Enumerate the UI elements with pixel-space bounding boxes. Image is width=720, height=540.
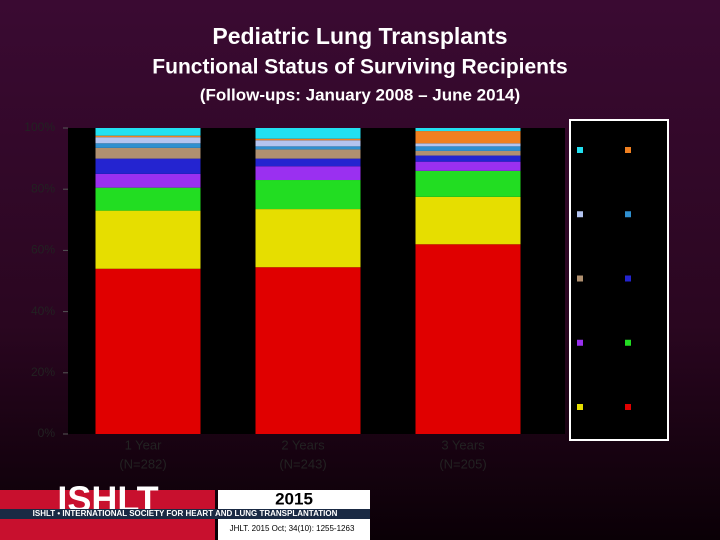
legend-swatch: [625, 339, 631, 346]
society: ISHLT • INTERNATIONAL SOCIETY FOR HEART …: [33, 509, 338, 518]
bar-segment: [415, 196, 521, 245]
x-tick-note: (N=243): [279, 456, 326, 471]
y-tick-label: 100%: [24, 120, 55, 134]
bar-segment: [415, 146, 521, 151]
chart-note: (Follow-ups: January 2008 – June 2014): [200, 85, 520, 104]
society-band: [0, 509, 370, 519]
bar-segment: [415, 143, 521, 147]
bar-segment: [95, 128, 201, 136]
bar-segment: [255, 149, 361, 159]
bar-segment: [415, 155, 521, 162]
legend-swatch: [577, 147, 583, 153]
bar-segment: [415, 128, 521, 132]
legend-swatch: [625, 211, 631, 218]
y-tick-label: 0%: [38, 426, 56, 440]
bar-segment: [95, 135, 201, 138]
bar-segment: [95, 268, 201, 434]
bar-segment: [95, 158, 201, 174]
legend-swatch: [625, 147, 631, 153]
bar-segment: [255, 209, 361, 268]
x-tick-label: 2 Years: [281, 437, 325, 452]
legend-swatch: [625, 404, 631, 410]
chart-title: Pediatric Lung Transplants: [212, 23, 507, 49]
x-tick-label: 1 Year: [125, 437, 163, 452]
legend-swatch: [577, 339, 583, 346]
x-tick-label: 3 Years: [441, 437, 485, 452]
year: 2015: [275, 489, 313, 508]
citation-box: [218, 519, 370, 540]
bar-segment: [415, 161, 521, 171]
bar-segment: [95, 147, 201, 159]
y-tick-label: 40%: [31, 304, 55, 318]
legend-swatch: [577, 275, 583, 282]
x-tick-note: (N=282): [119, 456, 166, 471]
bar-segment: [95, 187, 201, 211]
year-box: [218, 490, 370, 509]
y-tick-label: 20%: [31, 365, 55, 379]
bar-segment: [95, 143, 201, 148]
bar-segment: [415, 131, 521, 144]
citation: JHLT. 2015 Oct; 34(10): 1255-1263: [230, 524, 355, 533]
plot: 0% 20% 40% 60% 80% 100% 1 Year (N=282) 2 Years (N…: [24, 120, 631, 471]
bar-segment: [255, 267, 361, 434]
legend-swatch: [577, 211, 583, 218]
legend: [569, 119, 669, 441]
legend-swatch: [625, 275, 631, 282]
x-tick-note: (N=205): [439, 456, 486, 471]
bar-segment: [255, 166, 361, 181]
bar-segment: [95, 137, 201, 144]
bar-segment: [255, 180, 361, 210]
legend-swatch: [577, 404, 583, 410]
y-tick-label: 60%: [31, 243, 55, 257]
bar-segment: [255, 146, 361, 150]
bar-segment: [255, 138, 361, 141]
bar-segment: [95, 173, 201, 188]
y-tick-label: 80%: [31, 181, 55, 195]
chart-subtitle: Functional Status of Surviving Recipient…: [152, 56, 567, 79]
bar-segment: [415, 170, 521, 197]
bar-segment: [415, 150, 521, 156]
bar-segment: [255, 128, 361, 139]
bar-segment: [415, 244, 521, 434]
bar-segment: [255, 158, 361, 167]
bar-segment: [255, 140, 361, 147]
bar-segment: [95, 210, 201, 269]
